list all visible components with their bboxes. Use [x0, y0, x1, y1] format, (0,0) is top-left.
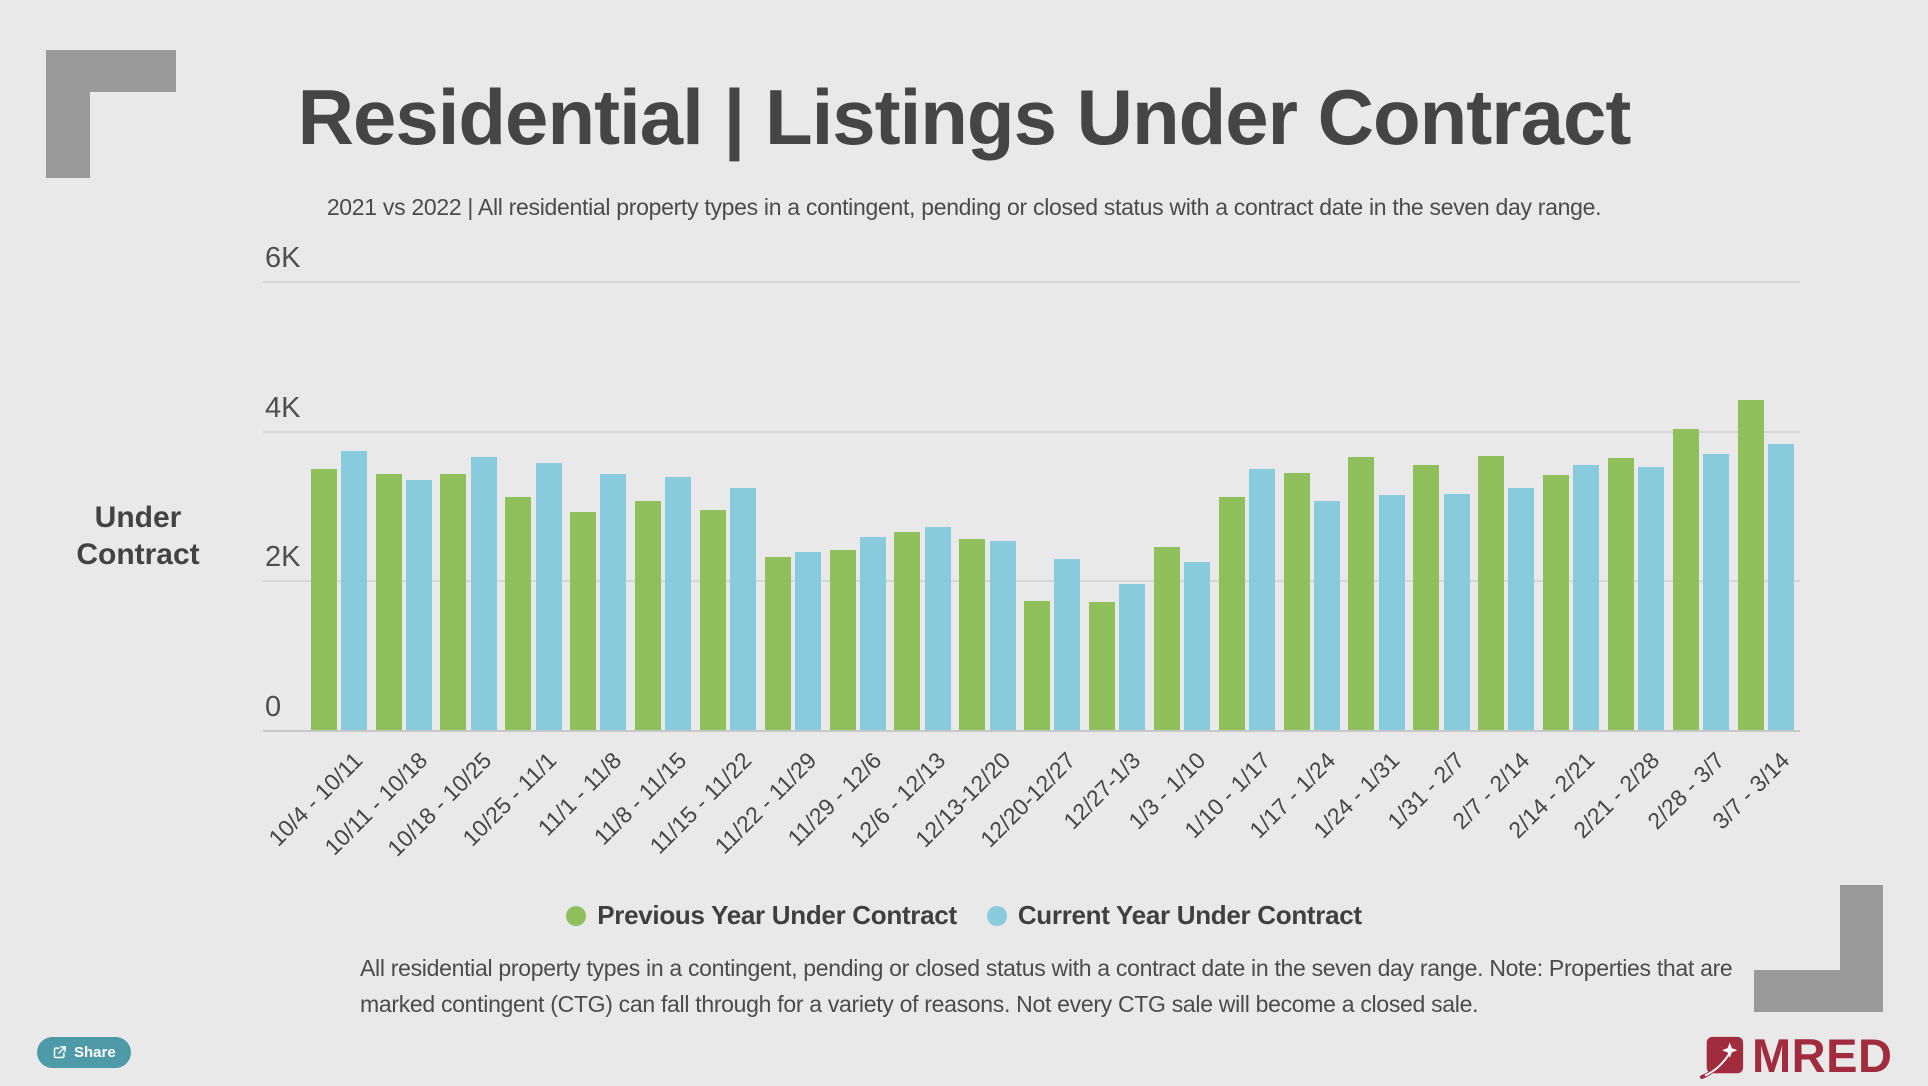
y-axis-label-line2: Contract	[76, 538, 200, 571]
bar-current-year-12[interactable]	[1054, 559, 1081, 730]
bar-current-year-18[interactable]	[1443, 493, 1470, 730]
legend-dot-previous-year-icon	[566, 905, 587, 926]
bar-previous-year-1[interactable]	[310, 468, 337, 730]
bar-previous-year-3[interactable]	[440, 474, 467, 730]
chart-legend: Previous Year Under Contract Current Yea…	[0, 900, 1928, 931]
legend-dot-current-year-icon	[986, 905, 1007, 926]
y-tick-label-2K: 2K	[265, 541, 301, 574]
bottom-right-corner-decoration	[1754, 970, 1883, 1012]
bar-previous-year-21[interactable]	[1607, 457, 1634, 730]
bar-current-year-22[interactable]	[1703, 453, 1730, 730]
bar-current-year-23[interactable]	[1767, 443, 1794, 730]
bar-previous-year-16[interactable]	[1283, 472, 1310, 730]
footer-note-line1: All residential property types in a cont…	[360, 955, 1733, 981]
bar-current-year-5[interactable]	[600, 474, 627, 730]
share-button[interactable]: Share	[37, 1037, 131, 1068]
bar-current-year-14[interactable]	[1184, 561, 1211, 730]
bar-current-year-11[interactable]	[989, 540, 1016, 730]
bar-current-year-8[interactable]	[795, 551, 822, 730]
bar-previous-year-9[interactable]	[829, 549, 856, 730]
bar-previous-year-13[interactable]	[1089, 602, 1116, 730]
y-tick-label-4K: 4K	[265, 391, 301, 424]
bar-previous-year-20[interactable]	[1543, 475, 1570, 730]
bar-previous-year-8[interactable]	[764, 557, 791, 730]
gridline-2K	[263, 580, 1800, 583]
bar-current-year-7[interactable]	[730, 487, 757, 730]
mred-logo-text: MRED	[1752, 1029, 1893, 1082]
y-tick-label-0: 0	[265, 691, 282, 723]
share-icon	[53, 1046, 66, 1059]
footer-note-line2: marked contingent (CTG) can fall through…	[360, 991, 1479, 1017]
gridline-0	[263, 730, 1800, 732]
bar-current-year-19[interactable]	[1508, 487, 1535, 730]
bar-previous-year-10[interactable]	[894, 532, 921, 730]
share-button-label: Share	[74, 1044, 116, 1061]
y-axis-label: Under Contract	[48, 499, 228, 573]
bar-current-year-21[interactable]	[1638, 466, 1665, 730]
bar-current-year-10[interactable]	[924, 527, 951, 730]
legend-item-current-year[interactable]: Current Year Under Contract	[986, 900, 1362, 931]
footer-note: All residential property types in a cont…	[360, 950, 1760, 1022]
bar-previous-year-17[interactable]	[1348, 457, 1375, 730]
bar-previous-year-18[interactable]	[1413, 465, 1440, 730]
bar-current-year-9[interactable]	[859, 536, 886, 730]
page-subtitle: 2021 vs 2022 | All residential property …	[326, 194, 1602, 220]
legend-label-current-year: Current Year Under Contract	[1017, 900, 1362, 930]
bar-previous-year-5[interactable]	[570, 511, 597, 730]
top-left-corner-decoration-vertical	[46, 50, 90, 178]
mred-logo[interactable]: MRED	[1700, 1028, 1892, 1083]
y-axis-label-line1: Under	[94, 501, 182, 534]
bar-current-year-3[interactable]	[470, 457, 497, 730]
bar-previous-year-7[interactable]	[699, 510, 726, 730]
bar-previous-year-12[interactable]	[1024, 601, 1051, 730]
bar-previous-year-23[interactable]	[1737, 400, 1764, 730]
bar-current-year-20[interactable]	[1573, 464, 1600, 730]
page-title: Residential | Listings Under Contract	[297, 73, 1632, 161]
mred-logo-icon	[1700, 1036, 1744, 1079]
bar-current-year-6[interactable]	[665, 477, 692, 730]
bar-current-year-2[interactable]	[405, 480, 432, 730]
bar-current-year-1[interactable]	[341, 450, 367, 730]
gridline-6K	[263, 281, 1800, 283]
bar-previous-year-19[interactable]	[1478, 456, 1505, 730]
gridline-4K	[263, 430, 1800, 433]
bar-previous-year-15[interactable]	[1218, 496, 1245, 730]
y-tick-label-6K: 6K	[265, 242, 301, 274]
bar-previous-year-2[interactable]	[375, 474, 402, 730]
legend-label-previous-year: Previous Year Under Contract	[597, 900, 957, 930]
bar-previous-year-11[interactable]	[959, 539, 986, 730]
bar-previous-year-22[interactable]	[1672, 429, 1699, 730]
bar-current-year-15[interactable]	[1249, 469, 1276, 730]
bar-previous-year-6[interactable]	[635, 500, 661, 730]
legend-item-previous-year[interactable]: Previous Year Under Contract	[566, 900, 957, 931]
bar-previous-year-14[interactable]	[1153, 547, 1180, 730]
bar-current-year-4[interactable]	[535, 462, 562, 730]
bar-chart-plot-area: 0 2K 4K 6K	[263, 242, 1800, 732]
bar-current-year-16[interactable]	[1313, 500, 1340, 730]
bar-previous-year-4[interactable]	[505, 497, 532, 730]
bar-current-year-13[interactable]	[1119, 584, 1146, 730]
bar-current-year-17[interactable]	[1378, 495, 1405, 730]
